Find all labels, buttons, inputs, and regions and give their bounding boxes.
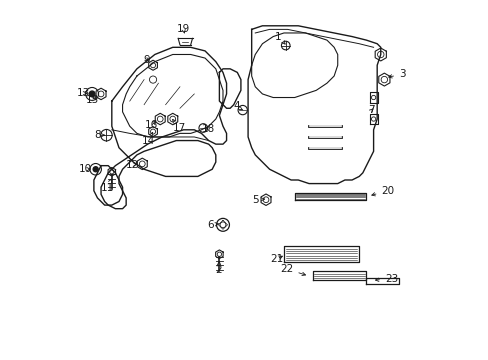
Text: 1: 1 xyxy=(275,32,285,44)
Text: 16: 16 xyxy=(144,120,158,130)
Text: 21: 21 xyxy=(269,254,283,264)
Text: 10: 10 xyxy=(79,164,92,174)
Text: 3: 3 xyxy=(388,69,405,79)
Text: 7: 7 xyxy=(368,105,374,115)
Text: 5: 5 xyxy=(251,195,264,205)
Text: 20: 20 xyxy=(371,186,394,196)
Text: 11: 11 xyxy=(101,179,114,193)
Text: 2: 2 xyxy=(215,261,222,275)
Text: 9: 9 xyxy=(143,55,150,65)
Text: 4: 4 xyxy=(233,102,242,112)
Text: 23: 23 xyxy=(375,274,397,284)
Circle shape xyxy=(89,91,95,97)
Circle shape xyxy=(93,167,98,172)
Text: 14: 14 xyxy=(142,132,155,145)
Text: 19: 19 xyxy=(177,24,190,35)
Text: 22: 22 xyxy=(280,264,305,275)
Text: 12: 12 xyxy=(126,159,139,170)
Text: 13: 13 xyxy=(77,88,90,98)
Text: 18: 18 xyxy=(202,124,215,134)
Text: 8: 8 xyxy=(94,130,104,140)
Text: 6: 6 xyxy=(207,220,219,230)
Text: 15: 15 xyxy=(86,95,99,105)
Text: 17: 17 xyxy=(172,120,185,133)
